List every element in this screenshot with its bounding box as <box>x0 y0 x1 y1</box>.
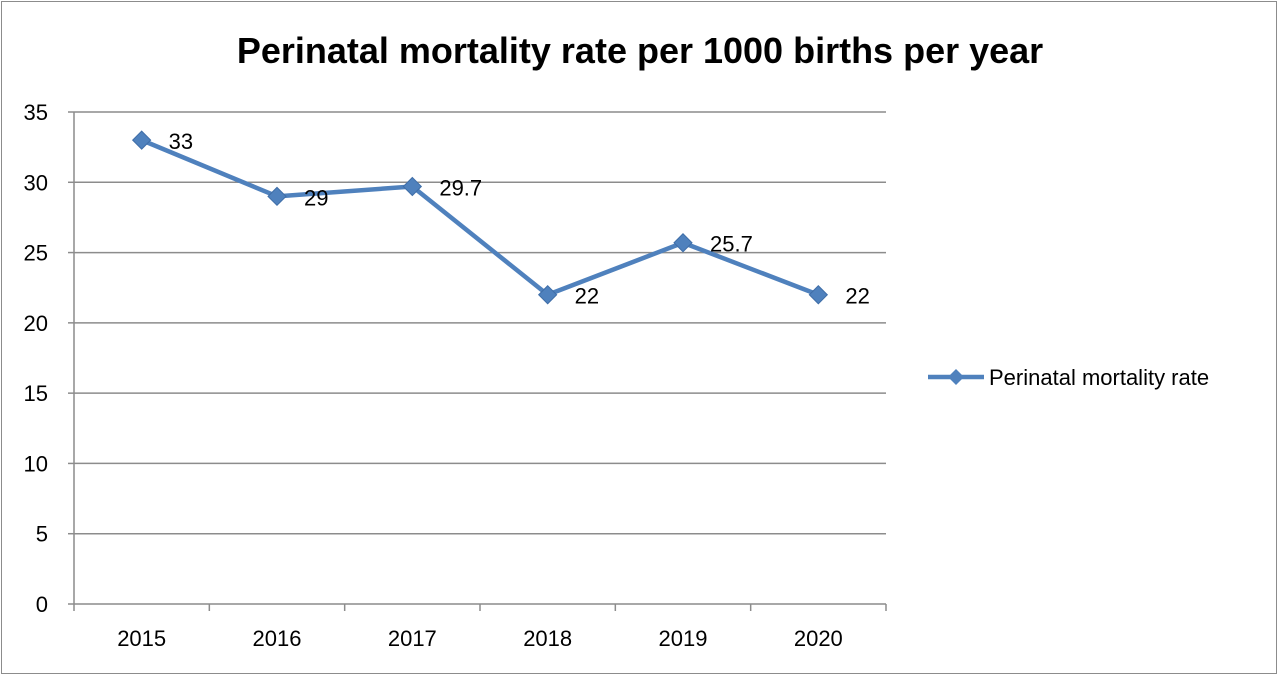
data-labels: 33 29 29.7 22 25.7 22 <box>169 129 870 309</box>
gridlines <box>74 111 886 535</box>
x-axis-tick-labels: 2015 2016 2017 2018 2019 2020 <box>117 626 843 651</box>
y-tick-label: 35 <box>24 100 48 125</box>
data-label: 33 <box>169 129 193 154</box>
y-tick-label: 15 <box>24 381 48 406</box>
legend-marker <box>948 369 964 385</box>
data-point-marker <box>267 186 287 207</box>
chart-title: Perinatal mortality rate per 1000 births… <box>236 30 1044 71</box>
y-tick-label: 10 <box>24 451 48 476</box>
y-tick-label: 0 <box>36 592 48 617</box>
x-tick-label: 2019 <box>659 626 708 651</box>
x-tick-label: 2016 <box>253 626 302 651</box>
data-label: 29 <box>304 185 328 210</box>
data-label: 22 <box>575 284 599 309</box>
data-point-marker <box>402 176 423 197</box>
x-tick-label: 2020 <box>794 626 843 651</box>
data-point-marker <box>131 130 152 150</box>
data-point-marker <box>808 285 829 305</box>
data-point-marker <box>537 285 558 305</box>
data-label: 25.7 <box>710 232 753 257</box>
x-tick-label: 2017 <box>388 626 437 651</box>
series-layer <box>131 130 829 305</box>
y-tick-label: 25 <box>24 241 48 266</box>
data-label: 29.7 <box>439 176 482 201</box>
y-axis-tick-labels: 0 5 10 15 20 25 30 35 <box>24 100 48 617</box>
axes <box>68 111 887 611</box>
y-tick-label: 20 <box>24 311 48 336</box>
y-tick-label: 5 <box>36 522 48 547</box>
data-label: 22 <box>845 284 869 309</box>
x-tick-label: 2015 <box>117 626 166 651</box>
legend: Perinatal mortality rate <box>928 365 1209 390</box>
legend-label: Perinatal mortality rate <box>989 365 1209 390</box>
series-line <box>140 138 820 297</box>
data-point-marker <box>673 233 693 253</box>
y-tick-label: 30 <box>24 170 48 195</box>
x-tick-label: 2018 <box>523 626 572 651</box>
